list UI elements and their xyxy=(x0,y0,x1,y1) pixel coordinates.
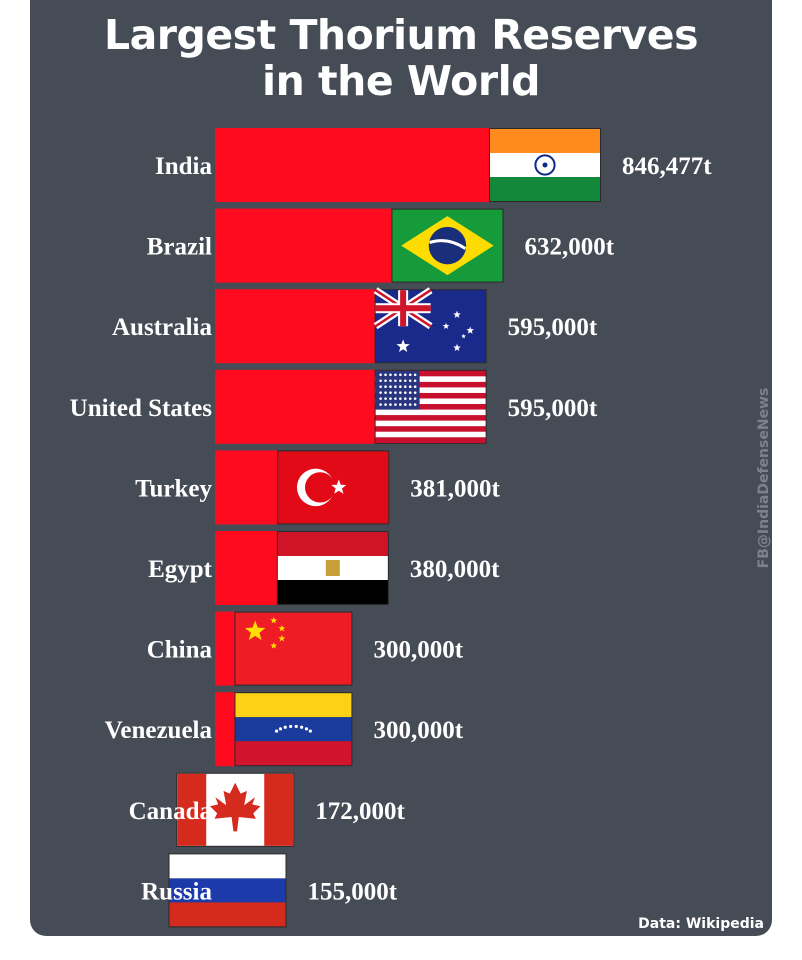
china-flag-icon xyxy=(234,611,353,686)
category-label: Canada xyxy=(129,798,213,825)
bar-group-7: Venezuela 300,000t xyxy=(105,692,464,767)
category-label: Venezuela xyxy=(105,717,213,744)
bar-group-5: Egypt 380,000t xyxy=(148,531,500,605)
category-label: Turkey xyxy=(135,475,212,502)
turkey-flag-icon xyxy=(277,450,390,525)
category-label: Australia xyxy=(112,314,213,341)
bar xyxy=(215,128,490,202)
chart-title-line-2: in the World xyxy=(262,57,540,105)
value-label: 300,000t xyxy=(373,717,463,744)
bar-group-8: Canada 172,000t xyxy=(129,772,405,847)
australia-flag-icon xyxy=(373,287,487,364)
value-label: 380,000t xyxy=(410,556,500,583)
category-label: China xyxy=(147,637,213,664)
bar-group-3: United States 595,000t xyxy=(70,369,598,444)
category-label: Russia xyxy=(141,878,212,905)
bar xyxy=(215,611,236,686)
value-label: 632,000t xyxy=(524,234,614,261)
category-label: India xyxy=(155,153,212,180)
category-label: Egypt xyxy=(148,556,213,583)
value-label: 300,000t xyxy=(373,637,463,664)
india-flag-icon xyxy=(489,128,601,202)
value-label: 595,000t xyxy=(508,395,598,422)
bar xyxy=(215,692,236,767)
bar xyxy=(215,208,393,283)
value-label: 155,000t xyxy=(307,878,397,905)
value-label: 381,000t xyxy=(410,475,500,502)
value-label: 172,000t xyxy=(315,798,405,825)
chart-title-line-1: Largest Thorium Reserves xyxy=(104,11,698,59)
data-source: Data: Wikipedia xyxy=(638,916,764,932)
bar xyxy=(215,369,376,444)
usa-flag-icon xyxy=(374,369,487,444)
bar-group-9: Russia 155,000t xyxy=(141,853,398,928)
category-label: Brazil xyxy=(147,234,212,261)
bar-group-2: Australia 595,000t xyxy=(112,287,598,364)
canada-flag-icon xyxy=(176,772,295,847)
bar-group-1: Brazil 632,000t xyxy=(147,208,615,283)
bar-group-4: Turkey 381,000t xyxy=(135,450,501,525)
egypt-flag-icon xyxy=(276,531,389,605)
bar-group-0: India 846,477t xyxy=(155,128,712,202)
brazil-flag-icon xyxy=(391,208,504,283)
value-label: 846,477t xyxy=(622,153,712,180)
bar xyxy=(215,531,278,605)
russia-flag-icon xyxy=(168,853,287,928)
bar-group-6: China 300,000t xyxy=(147,611,464,686)
watermark: FB@IndiaDefenseNews xyxy=(756,387,772,569)
value-label: 595,000t xyxy=(508,314,598,341)
bar xyxy=(215,450,279,525)
venezuela-flag-icon xyxy=(234,692,353,767)
bar xyxy=(215,289,376,364)
category-label: United States xyxy=(70,395,213,422)
